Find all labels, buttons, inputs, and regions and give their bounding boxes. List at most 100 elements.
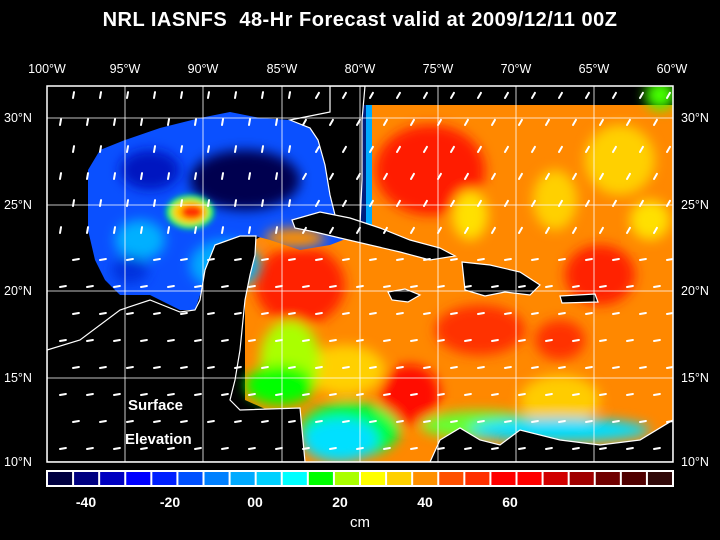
wind-arrow: [261, 365, 269, 369]
yucatan: [47, 235, 306, 462]
lon-label: 85°W: [266, 62, 298, 76]
wind-arrow: [531, 365, 539, 369]
wind-arrow: [572, 226, 577, 234]
wind-arrow: [329, 118, 334, 126]
wind-arrow: [383, 226, 388, 234]
wind-arrow: [275, 226, 279, 234]
lat-label: 20°N: [4, 284, 32, 298]
wind-arrow: [86, 118, 90, 126]
colorbar-swatch: [361, 472, 386, 485]
lon-label: 80°W: [344, 62, 376, 76]
wind-arrow: [194, 172, 198, 180]
wind-arrow: [666, 145, 671, 153]
wind-arrow: [626, 446, 634, 450]
wind-arrow: [626, 338, 634, 342]
wind-arrow: [72, 145, 76, 153]
wind-arrow: [167, 392, 175, 396]
wind-arrow: [153, 365, 161, 369]
wind-arrow: [207, 365, 215, 369]
wind-arrow: [572, 118, 577, 126]
wind-arrow: [653, 338, 661, 342]
wind-arrow: [167, 446, 175, 450]
wind-arrow: [410, 392, 418, 396]
wind-arrow: [558, 419, 566, 423]
wind-arrow: [126, 145, 130, 153]
wind-arrow: [450, 365, 458, 369]
wind-arrow: [545, 338, 553, 342]
colorbar-swatch: [543, 472, 568, 485]
wind-arrow: [194, 392, 202, 396]
colorbar-tick-label: 20: [332, 494, 348, 510]
colorbar-frame: [46, 470, 674, 487]
colorbar-swatch: [74, 472, 99, 485]
wind-arrow: [531, 257, 539, 261]
wind-arrow: [261, 311, 269, 315]
wind-arrow: [153, 91, 157, 99]
wind-arrow: [59, 392, 67, 396]
wind-arrow: [369, 419, 377, 423]
colorbar-swatch: [282, 472, 307, 485]
wind-arrow: [126, 91, 130, 99]
wind-arrow: [410, 172, 415, 180]
wind-arrow: [194, 118, 198, 126]
wind-arrow: [315, 419, 323, 423]
wind-arrow: [491, 284, 499, 288]
wind-arrow: [221, 446, 229, 450]
wind-arrow: [153, 311, 161, 315]
wind-arrow: [248, 284, 256, 288]
wind-arrow: [59, 118, 63, 126]
wind-arrow: [194, 226, 198, 234]
colorbar-swatch: [230, 472, 255, 485]
wind-arrow: [437, 446, 445, 450]
wind-arrow: [572, 172, 577, 180]
wind-arrow: [396, 91, 401, 99]
wind-arrow: [113, 392, 121, 396]
wind-arrow: [315, 145, 320, 153]
colorbar-swatch: [152, 472, 177, 485]
wind-arrow: [234, 145, 238, 153]
lon-label: 90°W: [187, 62, 219, 76]
wind-arrow: [545, 118, 550, 126]
wind-arrow: [261, 257, 269, 261]
wind-arrow: [315, 365, 323, 369]
wind-arrow: [86, 338, 94, 342]
wind-arrow: [140, 392, 148, 396]
lat-label: 25°N: [681, 198, 709, 212]
wind-arrow: [234, 91, 238, 99]
wind-arrow: [410, 338, 418, 342]
wind-arrow: [558, 145, 563, 153]
wind-arrow: [113, 446, 121, 450]
wind-arrow: [180, 91, 184, 99]
wind-arrow: [464, 446, 472, 450]
wind-arrow: [518, 226, 523, 234]
wind-arrow: [221, 338, 229, 342]
wind-arrow: [288, 91, 292, 99]
wind-arrow: [99, 257, 107, 261]
warm-eddy: [166, 195, 214, 229]
wind-arrow: [626, 172, 631, 180]
wind-arrow: [383, 446, 391, 450]
wind-arrow: [86, 392, 94, 396]
wind-arrow: [369, 311, 377, 315]
wind-arrow: [126, 365, 134, 369]
wind-arrow: [99, 365, 107, 369]
wind-arrow: [464, 172, 469, 180]
wind-arrow: [140, 118, 144, 126]
colorbar-swatch: [256, 472, 281, 485]
wind-arrow: [261, 91, 265, 99]
wind-arrow: [612, 311, 620, 315]
wind-arrow: [59, 338, 67, 342]
wind-arrow: [140, 338, 148, 342]
wind-arrow: [194, 446, 202, 450]
south-america: [429, 419, 673, 462]
wind-arrow: [477, 91, 482, 99]
wind-arrow: [464, 284, 472, 288]
wind-arrow: [518, 118, 523, 126]
wind-arrow: [666, 257, 673, 261]
wind-arrow: [221, 226, 225, 234]
jamaica: [387, 288, 422, 303]
wind-arrow: [369, 257, 377, 261]
wind-arrow: [369, 365, 377, 369]
wind-arrow: [639, 311, 647, 315]
